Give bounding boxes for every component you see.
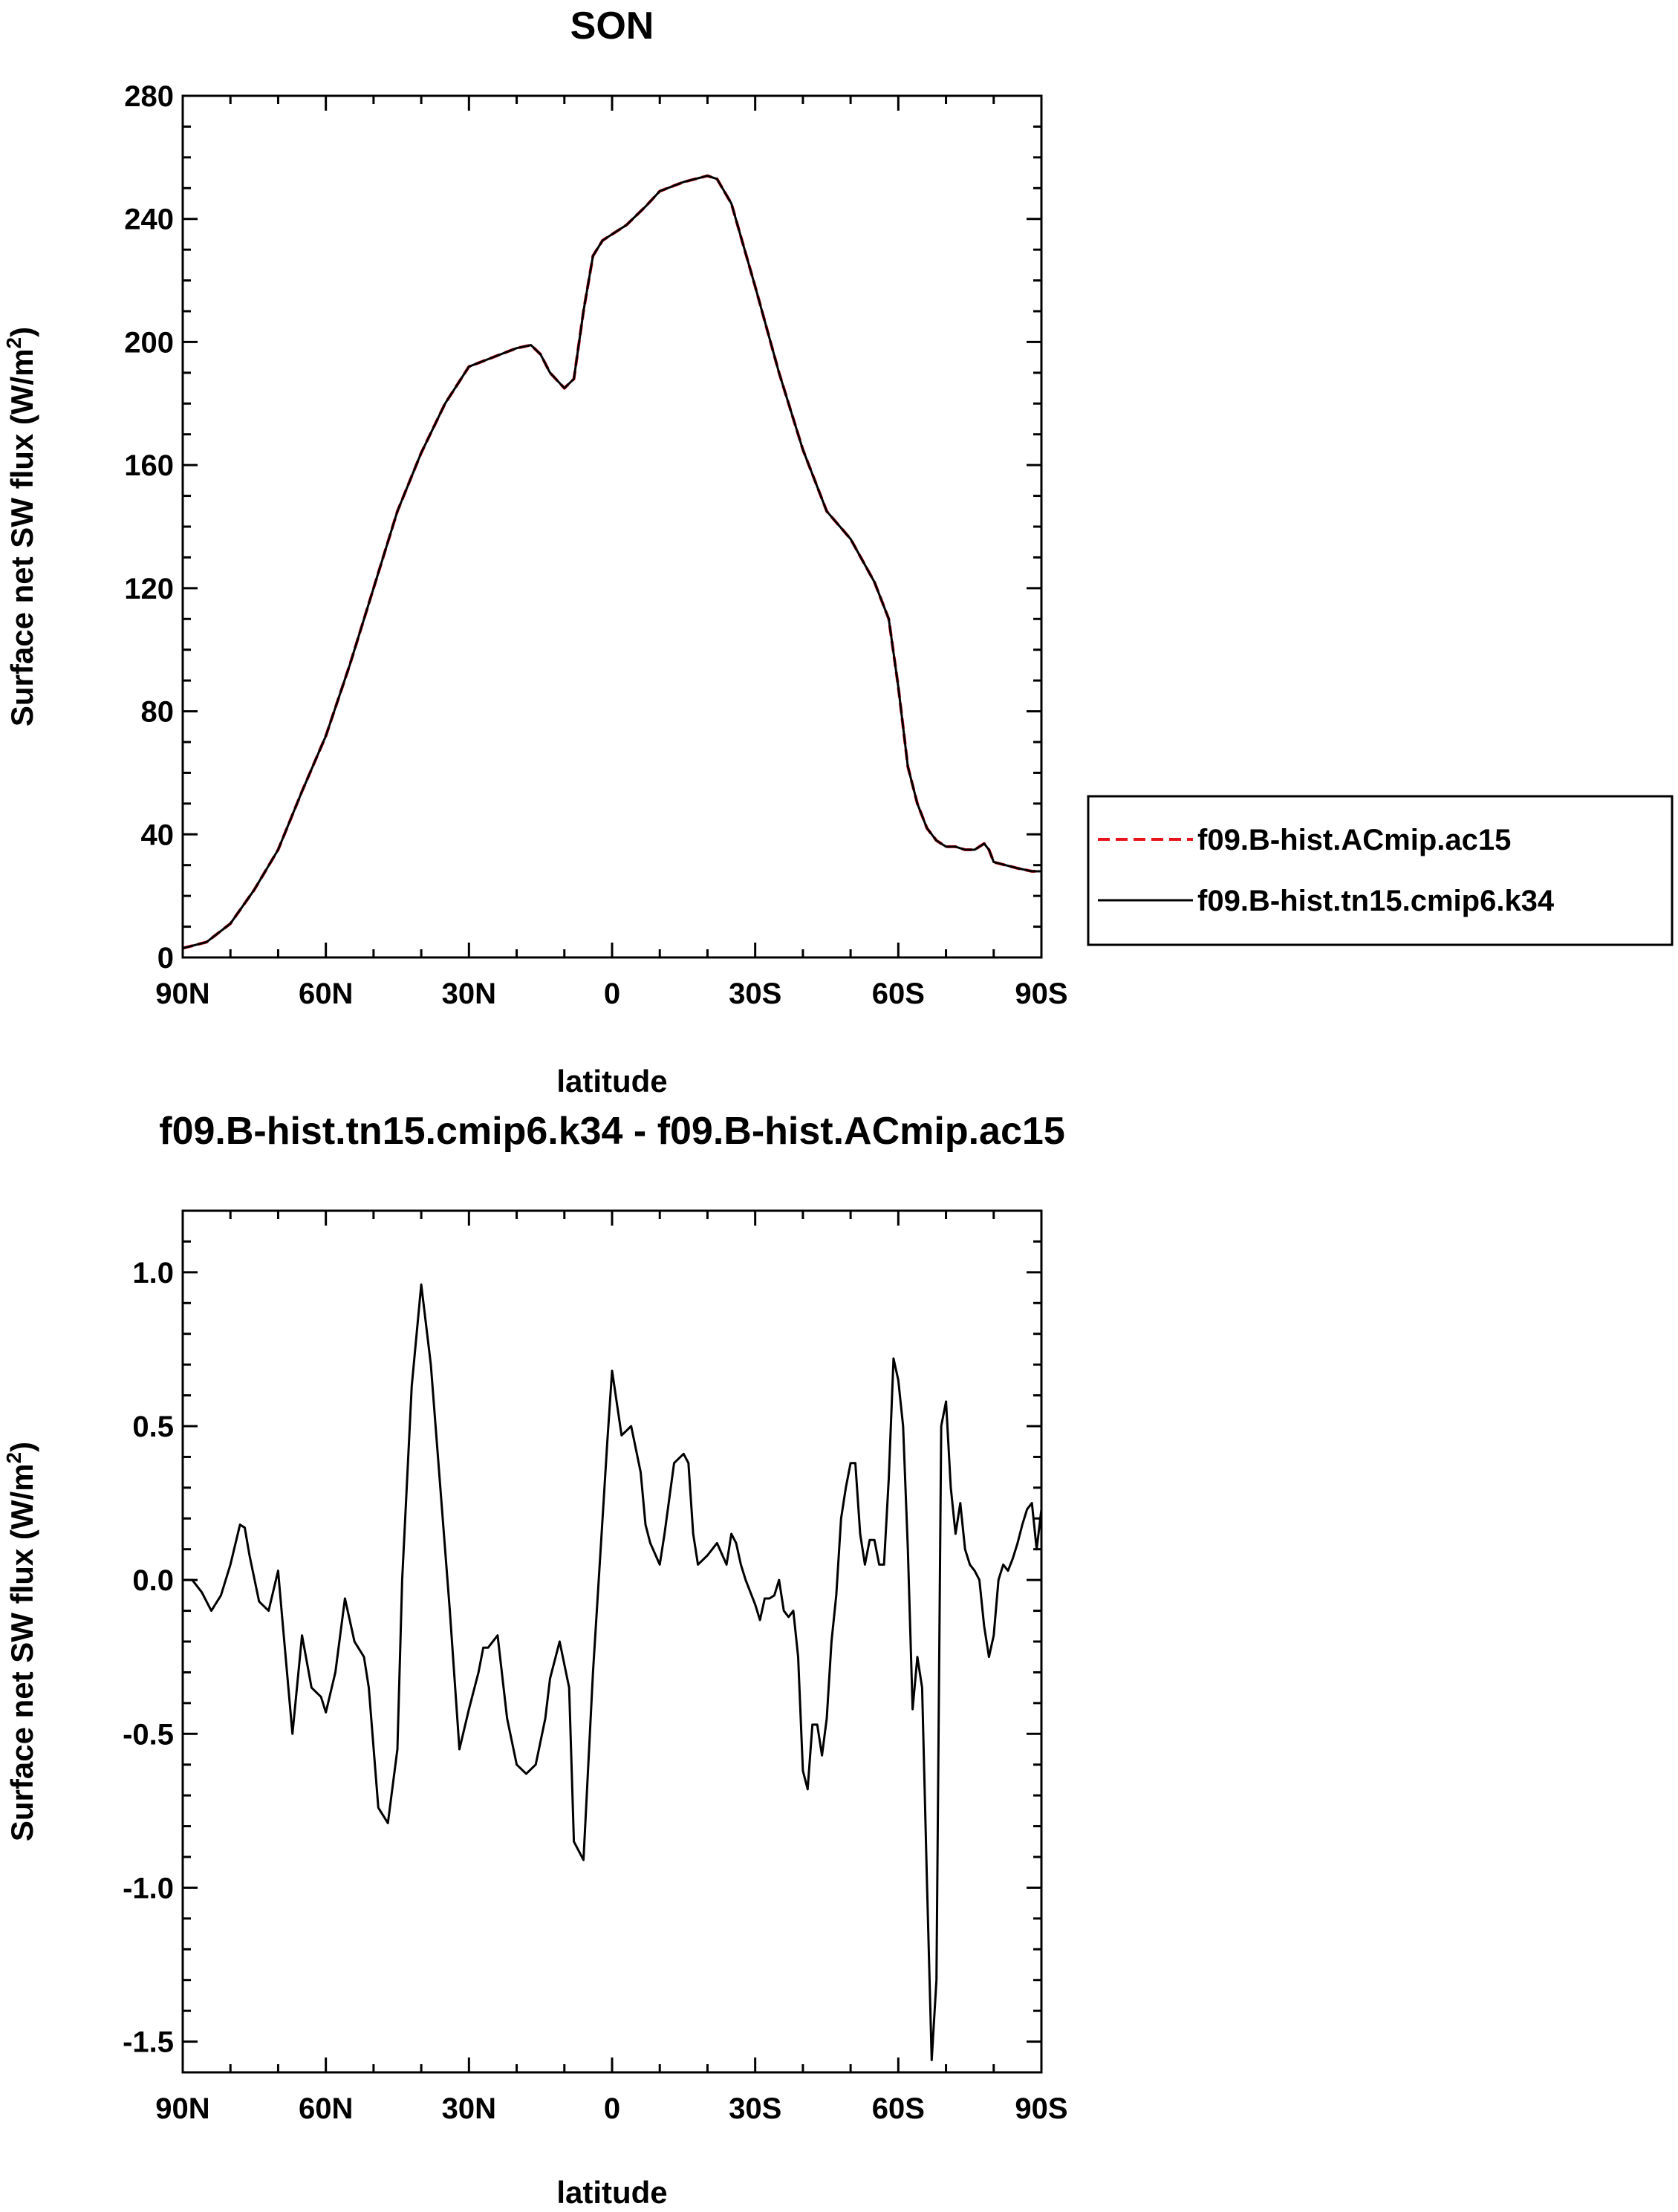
x-tick-label: 0 — [604, 977, 620, 1010]
legend-item-k34: f09.B-hist.tn15.cmip6.k34 — [1197, 885, 1555, 917]
y-axis-label-bottom: Surface net SW flux (W/m2) — [2, 1442, 39, 1841]
y-axis-label-top: Surface net SW flux (W/m2) — [2, 327, 39, 726]
chart-panel-top: SON 90N 60N 30N 0 30S 60S 90S 0 40 80 120 160 200 240… — [2, 4, 1674, 1099]
series-line-k34 — [182, 175, 1041, 950]
y-tick-label: 240 — [124, 204, 174, 236]
x-tick-label: 60S — [872, 2092, 925, 2125]
y-tick-label: -0.5 — [123, 1718, 174, 1751]
y-tick-label: -1.5 — [123, 2026, 174, 2059]
y-tick-label: 80 — [141, 696, 175, 729]
x-tick-label: 90N — [155, 977, 209, 1010]
y-tick-label: 0.0 — [132, 1564, 174, 1597]
y-tick-label: 160 — [124, 449, 174, 482]
x-tick-label: 90S — [1015, 2092, 1067, 2125]
chart-panel-bottom: f09.B-hist.tn15.cmip6.k34 - f09.B-hist.A… — [2, 1110, 1068, 2210]
legend-box — [1087, 795, 1674, 946]
x-axis-label-top: latitude — [556, 1064, 667, 1099]
y-tick-label: -1.0 — [123, 1872, 174, 1904]
y-tick-label: 280 — [124, 80, 174, 113]
y-tick-label: 200 — [124, 326, 174, 359]
y-tick-label: 0 — [157, 942, 174, 975]
x-tick-label: 60N — [299, 977, 353, 1010]
x-tick-label: 60S — [872, 977, 925, 1010]
x-tick-label: 0 — [604, 2092, 620, 2125]
y-tick-label: 1.0 — [132, 1257, 174, 1289]
x-tick-label: 60N — [299, 2092, 353, 2125]
x-axis-label-bottom: latitude — [556, 2175, 667, 2210]
x-tick-label: 30N — [442, 2092, 496, 2125]
chart-title-bottom: f09.B-hist.tn15.cmip6.k34 - f09.B-hist.A… — [159, 1110, 1065, 1153]
x-tick-label: 30S — [729, 2092, 781, 2125]
chart-title-top: SON — [570, 4, 654, 48]
x-tick-label: 30S — [729, 977, 781, 1010]
legend-item-ac15: f09.B-hist.ACmip.ac15 — [1197, 824, 1511, 856]
series-line-difference — [183, 1283, 1043, 2061]
x-tick-label: 90N — [155, 2092, 209, 2125]
legend: f09.B-hist.ACmip.ac15 f09.B-hist.tn15.cm… — [1087, 795, 1674, 946]
y-tick-label: 40 — [141, 819, 175, 851]
x-tick-label: 90S — [1015, 977, 1067, 1010]
y-tick-label: 0.5 — [132, 1411, 174, 1443]
y-tick-label: 120 — [124, 573, 174, 605]
x-tick-label: 30N — [442, 977, 496, 1010]
